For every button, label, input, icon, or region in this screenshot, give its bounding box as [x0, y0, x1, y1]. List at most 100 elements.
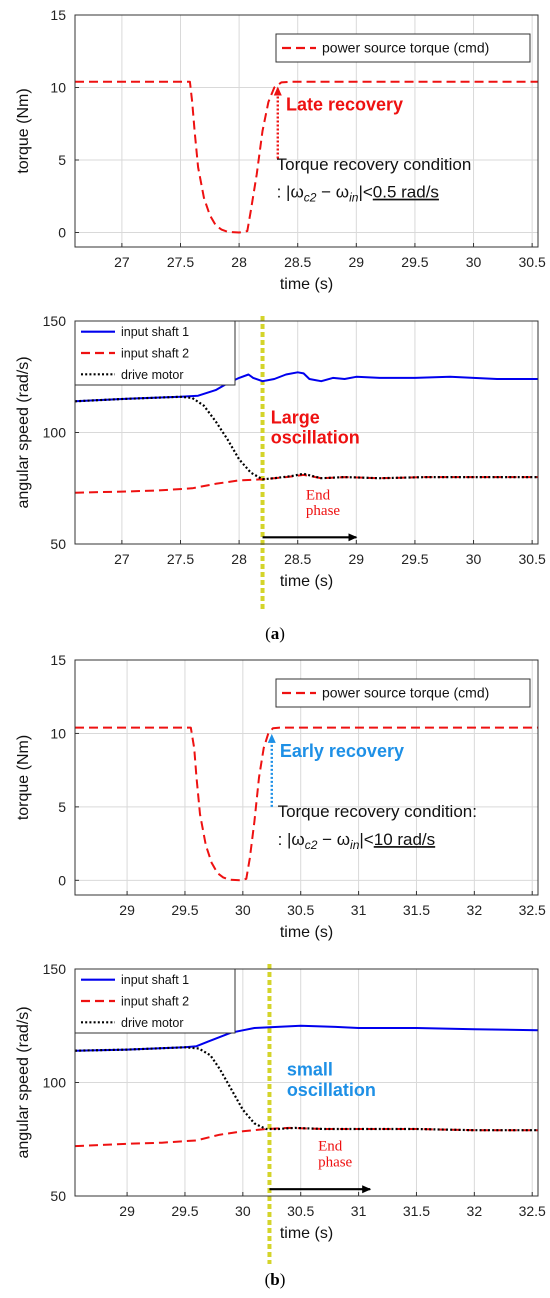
x-tick-label: 31 [351, 1203, 367, 1219]
legend-label: input shaft 1 [121, 325, 189, 339]
y-tick-label: 15 [50, 652, 66, 668]
legend-label: input shaft 2 [121, 347, 189, 361]
legend-label: input shaft 2 [121, 995, 189, 1009]
y-tick-label: 10 [50, 725, 66, 741]
x-tick-label: 27.5 [167, 254, 194, 270]
formula-part: |< [358, 183, 372, 202]
y-tick-label: 100 [43, 1075, 67, 1091]
x-tick-label: 29.5 [171, 902, 198, 918]
panel-label-b-close: ) [279, 1270, 286, 1289]
legend-label: drive motor [121, 368, 184, 382]
series-line [75, 80, 538, 234]
y-tick-label: 100 [43, 425, 67, 441]
formula-part: − ω [316, 183, 349, 202]
legend-box [275, 33, 531, 63]
y-axis-title: torque (Nm) [15, 735, 32, 820]
y-axis-title: angular speed (rad/s) [15, 1006, 32, 1158]
x-tick-label: 29.5 [171, 1203, 198, 1219]
x-tick-label: 29 [349, 551, 365, 567]
x-tick-label: 28.5 [284, 254, 311, 270]
x-axis-title: time (s) [280, 276, 333, 293]
formula-part: : |ω [278, 830, 305, 849]
annotation-text: End [318, 1139, 343, 1155]
series-line [74, 473, 538, 494]
y-tick-label: 50 [50, 1188, 66, 1204]
chart-4: 29 29.5 30 30.5 31 31.5 32 32.5 50 100 150 time (s)… [15, 961, 546, 1264]
formula-part: : |ω [277, 183, 304, 202]
x-tick-label: 29 [119, 1203, 135, 1219]
formula-part: − ω [317, 830, 350, 849]
annotation-text: Torque recovery condition [277, 155, 472, 174]
formula-threshold: 0.5 rad/s [373, 183, 439, 202]
panel-label-a: (a) [0, 624, 550, 644]
legend: power source torque (cmd) [275, 33, 531, 63]
y-tick-label: 50 [50, 536, 66, 552]
panel-label-a-letter: a [270, 624, 280, 643]
x-tick-label: 30.5 [519, 254, 546, 270]
legend: input shaft 1 input shaft 2 drive motor [74, 320, 236, 386]
legend-label: power source torque (cmd) [322, 685, 489, 701]
legend: power source torque (cmd) [275, 678, 531, 708]
y-tick-label: 10 [50, 80, 66, 96]
annotation-text: small [287, 1060, 333, 1080]
x-tick-label: 29.5 [401, 551, 428, 567]
panel-label-a-open: ( [265, 624, 271, 643]
x-tick-label: 27.5 [167, 551, 194, 567]
x-tick-label: 30.5 [287, 1203, 314, 1219]
series-line [74, 1046, 538, 1132]
plot-frame [74, 968, 539, 1197]
x-tick-label: 29.5 [401, 254, 428, 270]
x-tick-label: 27 [114, 254, 130, 270]
annotation-text: End [306, 487, 331, 503]
y-tick-label: 150 [43, 313, 67, 329]
legend-label: power source torque (cmd) [322, 40, 489, 56]
annotation-text: oscillation [287, 1080, 376, 1100]
series-line [74, 1024, 539, 1052]
x-tick-label: 30 [235, 1203, 251, 1219]
annotation-text: Late recovery [286, 95, 403, 115]
x-tick-label: 30 [235, 902, 251, 918]
annotation-text: oscillation [271, 428, 360, 448]
x-tick-label: 32 [467, 902, 483, 918]
x-tick-label: 30 [466, 551, 482, 567]
chart-3: 29 29.5 30 30.5 31 31.5 32 32.5 0 5 10 15 time (s) to… [15, 652, 546, 941]
x-tick-label: 32.5 [519, 902, 546, 918]
formula-subscript: in [349, 191, 359, 205]
legend: input shaft 1 input shaft 2 drive motor [74, 968, 236, 1034]
x-tick-label: 32.5 [519, 1203, 546, 1219]
x-tick-label: 28.5 [284, 551, 311, 567]
legend-label: input shaft 1 [121, 973, 189, 987]
x-tick-label: 30.5 [287, 902, 314, 918]
annotation-text: Large [271, 408, 320, 428]
y-tick-label: 0 [58, 225, 66, 241]
panel-label-a-close: ) [279, 624, 285, 643]
recovery-condition-formula: : |ωc2 − ωin|<10 rad/s [278, 830, 436, 852]
x-tick-label: 28 [231, 254, 247, 270]
chart-1: 27 27.5 28 28.5 29 29.5 30 30.5 0 5 10 15 time (s) to… [15, 7, 546, 293]
y-axis-title: torque (Nm) [15, 88, 32, 173]
plot-frame [74, 14, 539, 248]
x-tick-label: 30.5 [519, 551, 546, 567]
x-axis-title: time (s) [280, 573, 333, 590]
formula-subscript: c2 [304, 191, 317, 205]
panel-label-b-letter: b [270, 1270, 280, 1289]
x-axis-title: time (s) [280, 924, 333, 941]
plot-frame [74, 320, 539, 545]
series-line [74, 371, 538, 403]
x-tick-label: 30 [466, 254, 482, 270]
y-tick-label: 150 [43, 961, 67, 977]
formula-threshold: 10 rad/s [374, 830, 435, 849]
x-axis-title: time (s) [280, 1225, 333, 1242]
formula-subscript: in [350, 838, 360, 852]
y-tick-label: 0 [58, 872, 66, 888]
y-axis-title: angular speed (rad/s) [15, 356, 32, 508]
x-tick-label: 27 [114, 551, 130, 567]
x-tick-label: 29 [349, 254, 365, 270]
annotation-text: Early recovery [280, 741, 404, 761]
annotation-text: phase [318, 1154, 352, 1170]
y-tick-label: 15 [50, 7, 66, 23]
x-tick-label: 32 [467, 1203, 483, 1219]
y-tick-label: 5 [58, 152, 66, 168]
plot-frame [74, 659, 539, 896]
